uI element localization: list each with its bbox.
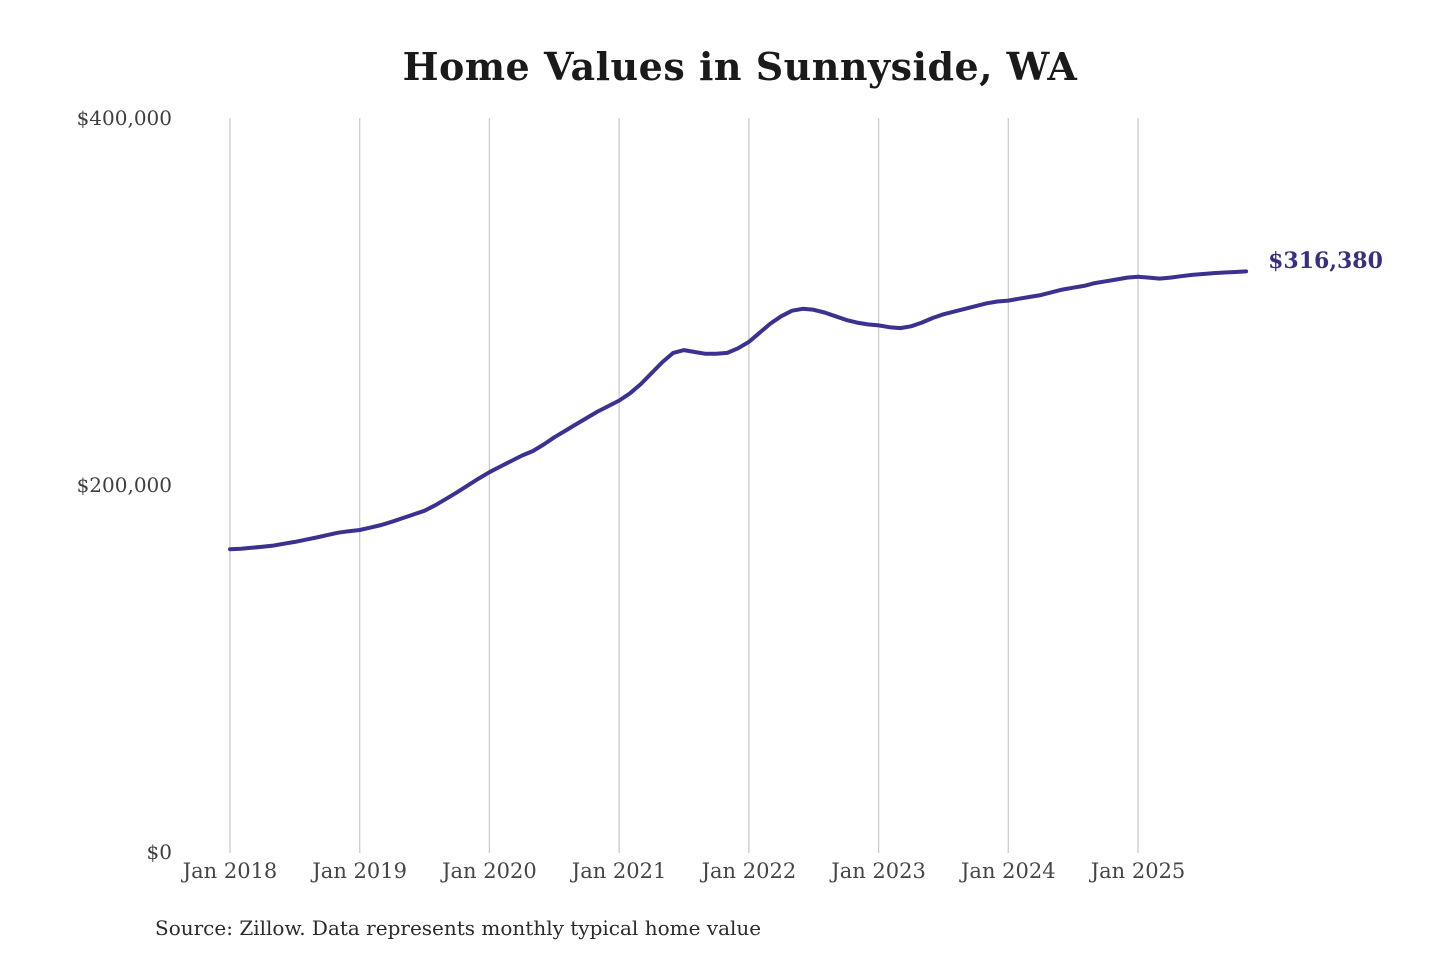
x-tick-jan-2018: Jan 2018 <box>182 859 278 883</box>
home-value-line <box>228 269 1249 552</box>
y-tick-400k: $400,000 <box>76 106 172 130</box>
vertical-gridlines <box>229 118 1139 853</box>
source-note: Source: Zillow. Data represents monthly … <box>155 916 762 940</box>
y-tick-200k: $200,000 <box>76 473 172 497</box>
y-tick-0: $0 <box>146 840 172 864</box>
x-tick-jan-2022: Jan 2022 <box>701 859 797 883</box>
x-tick-jan-2024: Jan 2024 <box>961 859 1056 883</box>
x-tick-jan-2025: Jan 2025 <box>1090 859 1186 883</box>
x-tick-jan-2023: Jan 2023 <box>831 859 926 883</box>
x-tick-jan-2021: Jan 2021 <box>571 859 667 883</box>
chart-title: Home Values in Sunnyside, WA <box>402 44 1078 89</box>
x-tick-jan-2019: Jan 2019 <box>312 859 407 883</box>
x-tick-jan-2020: Jan 2020 <box>442 859 537 883</box>
latest-value-label: $316,380 <box>1268 248 1383 275</box>
